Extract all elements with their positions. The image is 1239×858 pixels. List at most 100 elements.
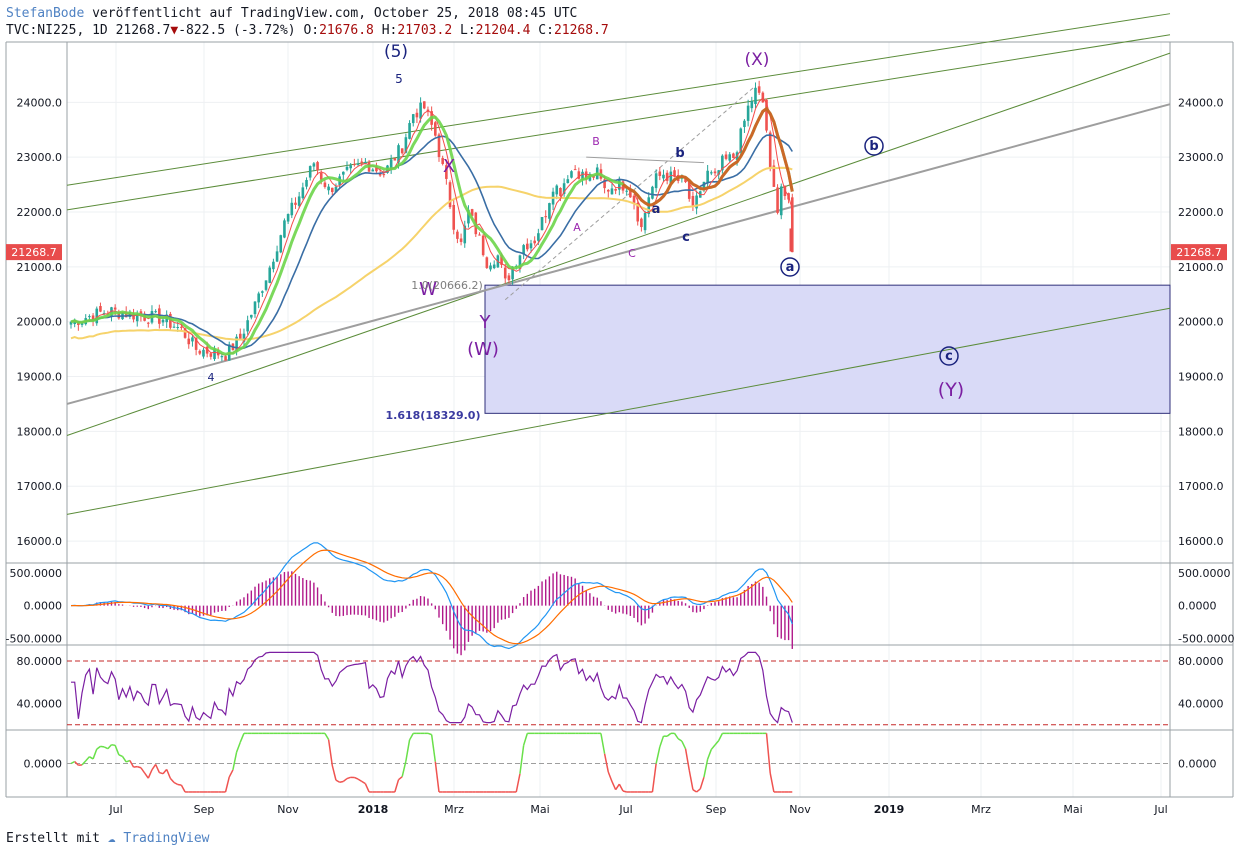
x-tick-label: Mai bbox=[1063, 803, 1082, 816]
macd-tick-label-right: -500.0000 bbox=[1178, 632, 1234, 645]
candle-body bbox=[548, 203, 551, 219]
candle-body bbox=[198, 350, 202, 354]
candle-body bbox=[176, 327, 180, 329]
candle-body bbox=[706, 170, 709, 184]
osc-line-segment bbox=[615, 783, 620, 791]
candle-body bbox=[345, 166, 349, 170]
osc-line-segment bbox=[103, 746, 109, 750]
wave-label: A bbox=[573, 221, 581, 234]
candle-body bbox=[389, 159, 393, 169]
osc-line-segment bbox=[235, 741, 241, 753]
candle-body bbox=[238, 333, 242, 339]
tradingview-brand[interactable]: TradingView bbox=[123, 831, 210, 846]
osc-line-segment bbox=[331, 765, 337, 781]
candle-body bbox=[739, 128, 743, 153]
osc-line-segment bbox=[611, 781, 617, 790]
y-tick-label-left: 20000.0 bbox=[17, 316, 63, 329]
candle-body bbox=[463, 225, 467, 244]
candle-body bbox=[511, 266, 514, 280]
osc-line-segment bbox=[706, 749, 713, 760]
candle-body bbox=[768, 132, 772, 169]
osc-line-segment bbox=[607, 771, 613, 782]
candle-body bbox=[684, 178, 687, 183]
candle-body bbox=[481, 235, 485, 256]
candle-body bbox=[728, 154, 732, 161]
osc-line-segment bbox=[111, 743, 116, 747]
x-tick-label: Mrz bbox=[444, 803, 464, 816]
wave-label: c bbox=[945, 349, 953, 364]
y-tick-label-right: 17000.0 bbox=[1178, 480, 1224, 493]
osc-line-segment bbox=[114, 745, 120, 756]
candle-body bbox=[632, 195, 636, 204]
osc-line-segment bbox=[81, 760, 87, 766]
candle-body bbox=[353, 164, 356, 166]
candle-body bbox=[492, 264, 496, 269]
osc-line-segment bbox=[703, 758, 709, 778]
candle-body bbox=[397, 145, 400, 163]
x-tick-label: 2018 bbox=[358, 803, 389, 816]
osc-line-segment bbox=[618, 783, 624, 792]
candle-body bbox=[518, 255, 522, 269]
candle-body bbox=[732, 153, 735, 159]
candle-body bbox=[202, 349, 205, 357]
osc-line-segment bbox=[70, 760, 76, 765]
osc-line-segment bbox=[121, 756, 127, 763]
wave-label: X bbox=[443, 156, 455, 177]
wave-circle bbox=[939, 346, 959, 366]
candle-body bbox=[316, 162, 319, 171]
osc-line-segment bbox=[401, 760, 407, 777]
osc-line-segment bbox=[118, 754, 123, 758]
wave-label: 1.618(18329.0) bbox=[386, 409, 481, 422]
osc-line-segment bbox=[169, 777, 175, 783]
candle-body bbox=[559, 187, 562, 196]
wave-label: W bbox=[419, 279, 437, 300]
macd-tick-label-left: -500.0000 bbox=[6, 632, 62, 645]
wave-label: 4 bbox=[208, 371, 215, 384]
author-link[interactable]: StefanBode bbox=[6, 6, 85, 21]
candle-body bbox=[169, 313, 172, 328]
candle-body bbox=[669, 171, 673, 183]
ema-orange-line bbox=[622, 106, 794, 207]
x-tick-label: 2019 bbox=[874, 803, 905, 816]
ma-50-line bbox=[70, 134, 793, 350]
candle-body bbox=[544, 216, 548, 218]
candle-body bbox=[783, 186, 787, 197]
osc-line-segment bbox=[107, 744, 113, 750]
macd-tick-label-right: 0.0000 bbox=[1178, 600, 1217, 613]
publish-info: veröffentlicht auf TradingView.com, Octo… bbox=[84, 6, 578, 21]
candle-body bbox=[606, 189, 610, 192]
candle-body bbox=[327, 186, 330, 191]
x-tick-label: Jul bbox=[1153, 803, 1167, 816]
candle-body bbox=[422, 101, 426, 109]
candle-body bbox=[411, 114, 415, 124]
candle-body bbox=[95, 308, 99, 324]
candle-body bbox=[555, 185, 559, 195]
last-price-box-right bbox=[1171, 244, 1227, 261]
candle-body bbox=[459, 238, 463, 242]
wave-label: Y bbox=[479, 312, 492, 333]
candle-body bbox=[779, 186, 783, 216]
candle-body bbox=[437, 134, 441, 158]
osc-line-segment bbox=[129, 760, 135, 768]
osc-line-segment bbox=[651, 763, 657, 793]
candle-body bbox=[643, 212, 647, 231]
x-tick-label: Jul bbox=[618, 803, 632, 816]
osc-line-segment bbox=[180, 784, 186, 793]
osc-line-segment bbox=[85, 756, 90, 762]
candle-body bbox=[537, 233, 540, 241]
osc-line-segment bbox=[335, 779, 341, 783]
candle-body bbox=[375, 166, 378, 172]
candle-body bbox=[441, 158, 444, 164]
osc-line-segment bbox=[666, 732, 672, 737]
candle-body bbox=[330, 187, 334, 193]
high-value: 21703.2 bbox=[397, 23, 453, 38]
candle-body bbox=[618, 179, 621, 190]
price-change: -822.5 (-3.72%) bbox=[178, 23, 296, 38]
candle-body bbox=[702, 181, 706, 190]
high-label: H: bbox=[381, 23, 398, 38]
candle-body bbox=[99, 306, 102, 312]
osc-line-segment bbox=[684, 748, 690, 771]
candle-body bbox=[275, 251, 279, 262]
candle-body bbox=[261, 291, 264, 293]
